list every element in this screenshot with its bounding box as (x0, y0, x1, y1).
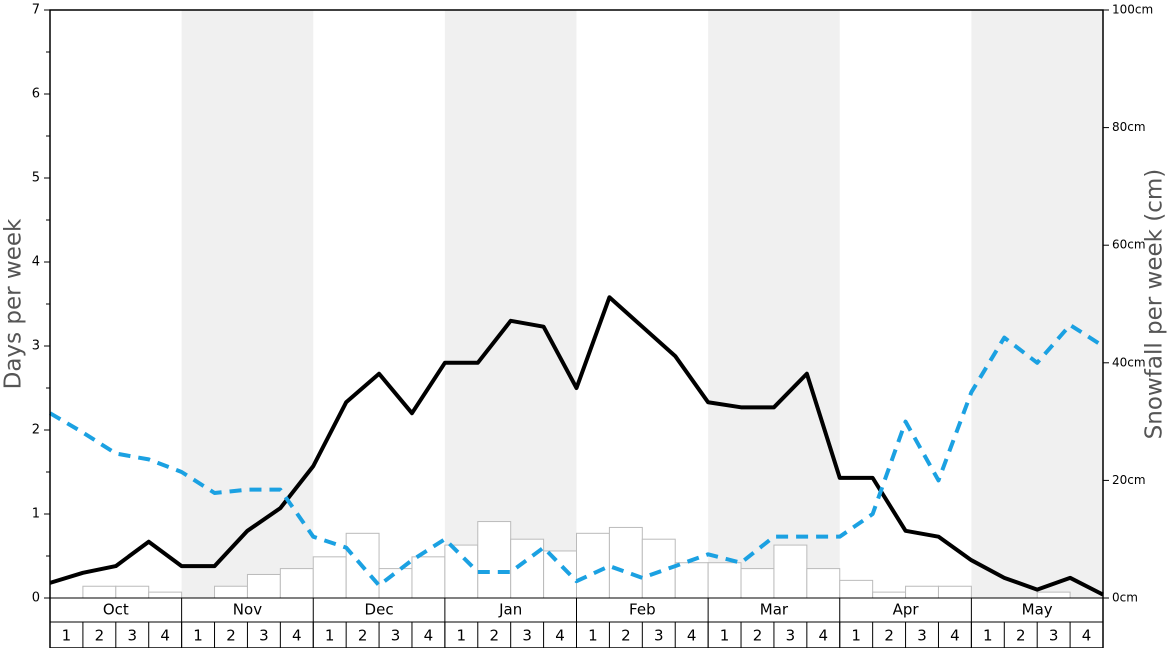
bar (773, 544, 808, 599)
x-tick-label: 2 (358, 627, 368, 645)
x-tick-label: 2 (621, 627, 631, 645)
x-tick-label: 2 (753, 627, 763, 645)
line (48, 323, 1105, 588)
x-tick-label: 1 (457, 627, 467, 645)
month-label: Mar (760, 601, 789, 619)
x-tick-label: 1 (62, 627, 72, 645)
x-tick-label: 4 (819, 627, 829, 645)
x-tick-label: 3 (391, 627, 401, 645)
month-band (708, 10, 840, 598)
bar (839, 579, 874, 599)
bar (872, 591, 907, 599)
x-tick-label: 1 (851, 627, 861, 645)
y-tick-label: 0 (32, 591, 40, 606)
month-band (181, 10, 314, 598)
x-tick-label: 4 (424, 627, 434, 645)
y-axis-label: Days per week (1, 218, 27, 389)
bar (148, 591, 183, 599)
bar (214, 585, 248, 599)
x-tick-label: 3 (654, 627, 664, 645)
bar (477, 521, 512, 599)
bar (707, 562, 742, 599)
bar (115, 585, 150, 599)
bar (543, 550, 577, 599)
x-tick-label: 3 (127, 627, 137, 645)
x-tick-label: 4 (1082, 627, 1092, 645)
x-tick-label: 1 (193, 627, 203, 645)
y2-tick-label: 60cm (1112, 238, 1146, 252)
month-label: Dec (365, 601, 394, 619)
x-tick-label: 1 (983, 627, 993, 645)
y2-tick-label: 40cm (1112, 355, 1146, 369)
y2-tick-label: 0cm (1112, 591, 1138, 605)
x-tick-label: 1 (588, 627, 598, 645)
x-tick-label: 2 (95, 627, 105, 645)
y-tick-label: 3 (32, 339, 40, 354)
month-band (444, 10, 577, 598)
x-tick-label: 1 (325, 627, 335, 645)
month-label: Feb (629, 601, 656, 619)
bar (411, 556, 446, 599)
x-tick-label: 2 (1016, 627, 1026, 645)
bar (806, 568, 841, 599)
y2-tick-label: 80cm (1112, 120, 1146, 134)
x-tick-label: 2 (226, 627, 236, 645)
x-tick-label: 4 (160, 627, 170, 645)
bar (279, 568, 314, 599)
bar (674, 562, 709, 599)
x-tick-label: 2 (489, 627, 499, 645)
x-tick-label: 4 (687, 627, 697, 645)
bar (740, 568, 775, 599)
y-tick-label: 4 (32, 255, 40, 270)
month-label: Jan (498, 601, 522, 619)
y-tick-label: 7 (32, 3, 40, 18)
x-tick-label: 4 (555, 627, 565, 645)
x-tick-label: 3 (786, 627, 796, 645)
x-tick-label: 4 (950, 627, 960, 645)
line (49, 295, 1104, 597)
bar (576, 532, 610, 599)
x-tick-label: 3 (522, 627, 532, 645)
bar (246, 573, 281, 599)
y2-tick-label: 20cm (1112, 473, 1146, 487)
y-tick-label: 5 (32, 171, 40, 186)
y-tick-label: 1 (32, 507, 40, 522)
x-tick-label: 1 (720, 627, 730, 645)
x-tick-label: 3 (917, 627, 927, 645)
month-band (971, 10, 1103, 598)
bar (510, 538, 545, 599)
x-tick-label: 3 (259, 627, 269, 645)
month-label: Apr (893, 601, 920, 619)
bar (608, 526, 643, 599)
y2-tick-label: 100cm (1112, 3, 1153, 17)
x-tick-label: 4 (292, 627, 302, 645)
bar (444, 544, 479, 599)
plot-frame (49, 9, 1104, 648)
y2-axis-label: Snowfall per week (cm) (1142, 169, 1168, 440)
bar (937, 585, 972, 599)
x-tick-label: 3 (1049, 627, 1059, 645)
bar (1036, 591, 1071, 599)
x-tick-label: 2 (884, 627, 894, 645)
month-label: Nov (233, 601, 262, 619)
y-tick-label: 2 (32, 423, 40, 438)
month-label: Oct (103, 601, 129, 619)
bar (378, 568, 413, 599)
bar (312, 556, 347, 599)
bar (82, 585, 117, 599)
bar (905, 585, 939, 599)
y-tick-label: 6 (32, 87, 40, 102)
month-label: May (1022, 601, 1053, 619)
